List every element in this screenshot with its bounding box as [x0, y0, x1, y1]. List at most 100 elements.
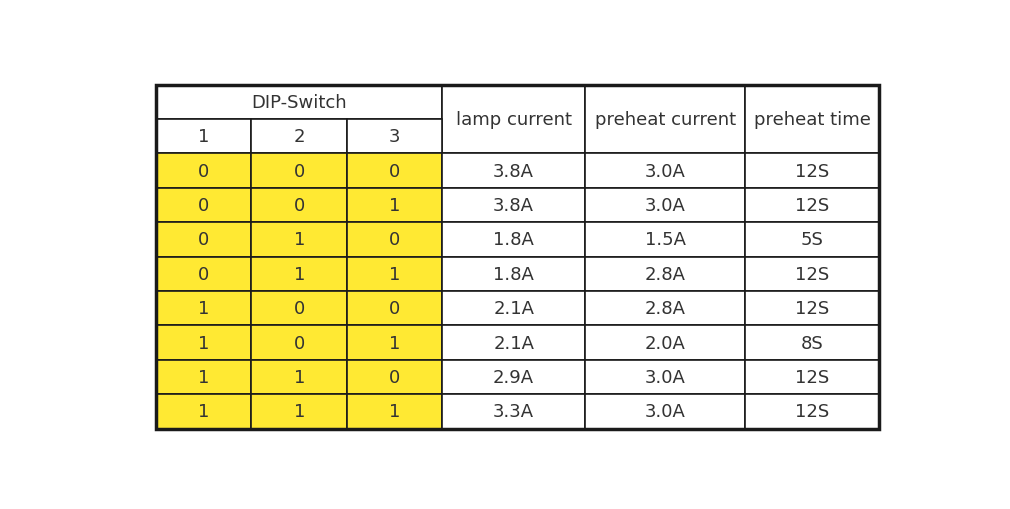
Bar: [251, 360, 347, 394]
Bar: [442, 154, 585, 188]
Text: 12S: 12S: [795, 196, 829, 214]
Bar: [585, 394, 745, 429]
Text: 0: 0: [294, 300, 305, 318]
Text: 12S: 12S: [795, 265, 829, 283]
Text: 12S: 12S: [795, 162, 829, 180]
Text: 1: 1: [294, 403, 305, 420]
Bar: [585, 188, 745, 223]
Bar: [442, 291, 585, 326]
Text: 1: 1: [198, 368, 209, 386]
Bar: [156, 86, 442, 120]
Bar: [442, 188, 585, 223]
Bar: [442, 326, 585, 360]
Text: 1: 1: [294, 368, 305, 386]
Bar: [442, 360, 585, 394]
Bar: [156, 223, 251, 257]
Text: 1: 1: [198, 403, 209, 420]
Text: 3: 3: [389, 128, 400, 146]
Bar: [585, 257, 745, 291]
Text: 1.8A: 1.8A: [493, 265, 534, 283]
Bar: [347, 360, 442, 394]
Text: 5S: 5S: [801, 231, 824, 249]
Text: 1.5A: 1.5A: [644, 231, 686, 249]
Text: 0: 0: [294, 196, 305, 214]
Text: 0: 0: [389, 300, 400, 318]
Text: 1: 1: [389, 196, 400, 214]
Bar: [156, 120, 251, 154]
Text: 3.0A: 3.0A: [644, 368, 686, 386]
Bar: [745, 291, 880, 326]
Bar: [347, 326, 442, 360]
Bar: [745, 154, 880, 188]
Bar: [585, 223, 745, 257]
Text: 1: 1: [198, 128, 209, 146]
Bar: [347, 291, 442, 326]
Text: 2: 2: [294, 128, 305, 146]
Text: 0: 0: [198, 231, 209, 249]
Text: 12S: 12S: [795, 368, 829, 386]
Bar: [442, 223, 585, 257]
Bar: [251, 326, 347, 360]
Bar: [156, 326, 251, 360]
Bar: [251, 154, 347, 188]
Bar: [347, 120, 442, 154]
Bar: [251, 223, 347, 257]
Bar: [585, 154, 745, 188]
Bar: [347, 154, 442, 188]
Bar: [745, 326, 880, 360]
Bar: [156, 360, 251, 394]
Text: 1: 1: [294, 231, 305, 249]
Bar: [442, 394, 585, 429]
Text: 2.8A: 2.8A: [644, 300, 686, 318]
Bar: [347, 223, 442, 257]
Bar: [745, 86, 880, 154]
Bar: [585, 326, 745, 360]
Text: 1: 1: [389, 403, 400, 420]
Bar: [745, 188, 880, 223]
Text: 0: 0: [198, 265, 209, 283]
Text: 3.8A: 3.8A: [493, 196, 534, 214]
Bar: [251, 188, 347, 223]
Bar: [156, 86, 880, 429]
Bar: [745, 360, 880, 394]
Bar: [745, 257, 880, 291]
Bar: [156, 154, 251, 188]
Text: 12S: 12S: [795, 403, 829, 420]
Text: 0: 0: [198, 196, 209, 214]
Text: 1: 1: [294, 265, 305, 283]
Bar: [251, 257, 347, 291]
Bar: [745, 394, 880, 429]
Text: 0: 0: [198, 162, 209, 180]
Text: 3.0A: 3.0A: [644, 403, 686, 420]
Text: DIP-Switch: DIP-Switch: [251, 94, 347, 111]
Bar: [156, 257, 251, 291]
Text: lamp current: lamp current: [456, 111, 572, 129]
Bar: [251, 120, 347, 154]
Bar: [156, 188, 251, 223]
Text: 1: 1: [389, 265, 400, 283]
Bar: [585, 291, 745, 326]
Bar: [251, 394, 347, 429]
Text: 0: 0: [389, 231, 400, 249]
Text: 1: 1: [389, 334, 400, 352]
Bar: [442, 86, 585, 154]
Bar: [156, 291, 251, 326]
Text: preheat current: preheat current: [595, 111, 735, 129]
Text: 2.8A: 2.8A: [644, 265, 686, 283]
Text: 0: 0: [389, 368, 400, 386]
Bar: [347, 188, 442, 223]
Text: preheat time: preheat time: [753, 111, 871, 129]
Text: 8S: 8S: [801, 334, 824, 352]
Text: 2.0A: 2.0A: [644, 334, 686, 352]
Text: 3.0A: 3.0A: [644, 162, 686, 180]
Text: 1: 1: [198, 334, 209, 352]
Bar: [585, 86, 745, 154]
Text: 1: 1: [198, 300, 209, 318]
Bar: [347, 394, 442, 429]
Text: 3.3A: 3.3A: [493, 403, 534, 420]
Text: 3.0A: 3.0A: [644, 196, 686, 214]
Text: 0: 0: [294, 334, 305, 352]
Text: 2.1A: 2.1A: [493, 334, 534, 352]
Text: 12S: 12S: [795, 300, 829, 318]
Bar: [347, 257, 442, 291]
